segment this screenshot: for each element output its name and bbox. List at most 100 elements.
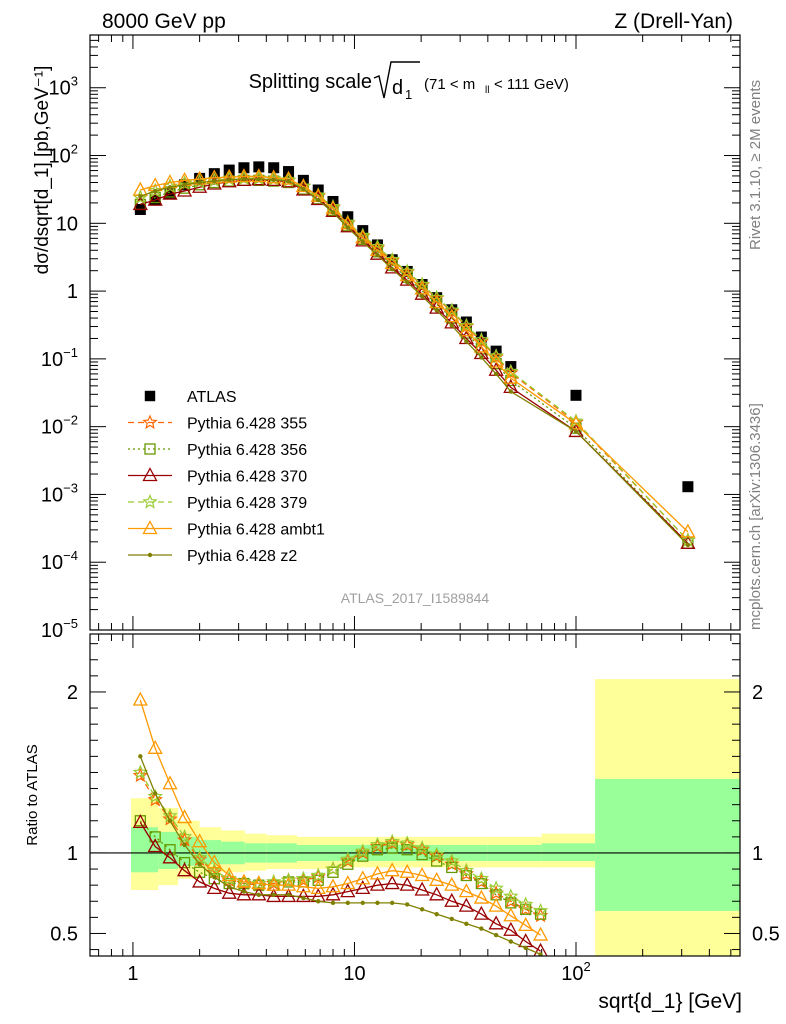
data-point <box>164 187 176 199</box>
ratio-axes: 1 10 102 0.5 0.5 1 1 2 2 <box>50 634 780 985</box>
legend-label: Pythia 6.428 355 <box>187 416 307 433</box>
data-point <box>162 849 178 864</box>
data-point <box>488 353 504 368</box>
data-point <box>386 842 398 854</box>
data-point <box>340 883 356 898</box>
watermark: ATLAS_2017_I1589844 <box>341 590 490 606</box>
data-point <box>479 926 484 931</box>
ratio-bands <box>90 679 740 956</box>
series-line <box>140 178 689 546</box>
data-point <box>449 916 454 922</box>
ratio-ytick-label: 0.5 <box>50 923 78 945</box>
data-point <box>162 185 178 200</box>
data-point <box>236 873 252 888</box>
data-point <box>464 339 469 344</box>
legend-label: Pythia 6.428 ambt1 <box>187 522 325 539</box>
data-point <box>182 182 187 187</box>
data-point <box>371 844 384 856</box>
data-point <box>253 161 265 173</box>
data-point <box>147 182 163 198</box>
data-point <box>389 267 395 272</box>
main-ytick-label: 1 <box>67 281 78 303</box>
data-point <box>414 276 430 292</box>
data-point <box>399 263 415 278</box>
data-point <box>503 888 519 903</box>
data-point <box>206 854 222 869</box>
data-point <box>310 880 326 895</box>
legend-label: Pythia 6.428 356 <box>187 442 307 459</box>
data-point <box>280 872 297 887</box>
data-point <box>429 294 445 309</box>
data-point <box>147 791 163 807</box>
data-point <box>431 855 443 867</box>
data-point <box>147 739 163 754</box>
data-point <box>132 764 148 779</box>
data-point <box>241 889 247 894</box>
data-point <box>488 348 504 363</box>
data-point <box>444 302 460 317</box>
data-point <box>340 851 356 866</box>
data-point <box>330 900 336 906</box>
data-point <box>152 791 158 796</box>
data-point <box>685 542 691 548</box>
data-point <box>330 210 336 215</box>
sqrt-sign <box>373 61 420 99</box>
ratio-ytick-label-right: 0.5 <box>752 923 780 945</box>
data-point <box>508 939 514 944</box>
data-point <box>149 831 161 843</box>
data-point <box>142 493 158 509</box>
data-point <box>532 902 549 918</box>
data-point <box>142 520 158 535</box>
data-point <box>508 389 514 394</box>
data-point <box>479 355 484 360</box>
legend-label: ATLAS <box>187 389 237 406</box>
data-point <box>147 552 153 558</box>
data-point <box>268 162 280 174</box>
data-point <box>384 833 400 849</box>
data-point <box>473 870 490 886</box>
ratio-band-inner <box>130 827 159 873</box>
data-point <box>147 191 163 206</box>
data-point <box>286 892 291 898</box>
data-point <box>144 443 156 455</box>
series-pythia-6-428-z2 <box>138 754 543 956</box>
data-point <box>310 867 326 883</box>
data-point <box>325 886 341 901</box>
data-point <box>221 884 237 899</box>
ratio-frame <box>89 633 741 957</box>
data-point <box>266 876 282 891</box>
data-point <box>280 170 297 185</box>
series-line <box>140 175 689 533</box>
data-point <box>458 317 474 333</box>
data-point <box>399 876 415 891</box>
ratio-ytick-label: 2 <box>67 682 78 704</box>
data-point <box>142 414 158 430</box>
legend-label: Pythia 6.428 370 <box>187 469 307 486</box>
data-point <box>473 338 489 353</box>
data-point <box>360 900 365 906</box>
data-point <box>212 178 217 184</box>
data-point <box>193 866 206 878</box>
data-point <box>458 862 474 878</box>
rivet-note: Rivet 3.1.10, ≥ 2M events <box>747 80 764 250</box>
legend: ATLAS Pythia 6.428 355 Pythia 6.428 356 Pyt… <box>128 389 325 565</box>
data-point <box>414 840 430 855</box>
data-point <box>176 809 193 824</box>
series-line <box>139 820 541 915</box>
data-point <box>404 902 410 907</box>
data-point <box>227 884 232 889</box>
series-pythia-6-428-355 <box>132 170 696 547</box>
data-point <box>164 844 176 856</box>
data-point <box>488 880 504 895</box>
legend-item: ATLAS <box>144 389 237 406</box>
ratio-ytick-label: 1 <box>67 843 78 865</box>
main-ytick-label: 10−4 <box>41 548 78 574</box>
data-point <box>460 316 472 328</box>
main-ytick-label: 10−5 <box>41 616 78 642</box>
data-point <box>176 862 193 877</box>
data-point <box>458 322 474 337</box>
data-point <box>241 176 247 182</box>
data-point <box>212 874 217 880</box>
